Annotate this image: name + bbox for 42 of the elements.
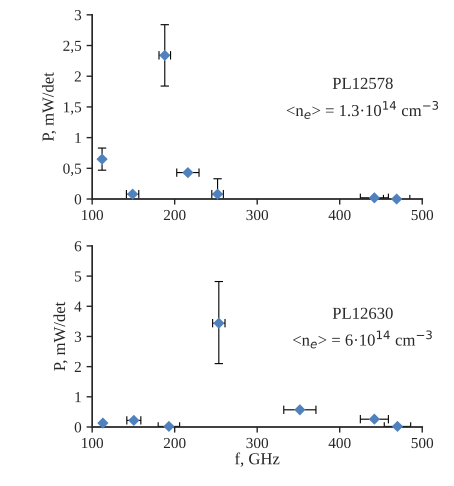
x-tick-label: 100 xyxy=(82,210,104,220)
y-tick-label: 2,5 xyxy=(63,40,82,54)
y-tick-label: 1 xyxy=(75,392,81,402)
y-axis-title: P, mW/det xyxy=(42,72,56,142)
x-tick-label: 200 xyxy=(164,210,186,220)
point xyxy=(96,154,108,165)
point xyxy=(391,194,402,205)
y-tick-label: 1 xyxy=(75,132,81,143)
x-axis-title: f, GHz xyxy=(235,452,280,467)
x-tick-label: 100 xyxy=(82,438,104,448)
y-tick-label: 5 xyxy=(74,271,82,282)
point xyxy=(294,404,306,416)
y-tick-label: 3 xyxy=(74,10,82,20)
y-tick-label: 4 xyxy=(74,302,82,312)
point xyxy=(127,188,138,200)
y-tick-label: 2 xyxy=(74,362,81,372)
point xyxy=(182,167,194,178)
x-tick-label: 200 xyxy=(164,438,186,448)
x-tick-label: 500 xyxy=(412,210,434,220)
x-tick-label: 500 xyxy=(412,438,434,448)
x-tick-label: 400 xyxy=(328,438,351,448)
annotation: PL12578 xyxy=(332,78,393,89)
point xyxy=(392,420,403,432)
annotation: PL12630 xyxy=(332,308,393,319)
x-tick-label: 300 xyxy=(246,210,268,220)
annotation: <n$_{e}$> = 1.3·10$^{14}$ cm$^{−3}$ xyxy=(286,100,438,119)
y-tick-label: 0,5 xyxy=(63,163,82,176)
y-tick-label: 0 xyxy=(74,422,82,432)
point xyxy=(97,418,108,429)
y-tick-label: 6 xyxy=(74,241,82,252)
x-tick-label: 400 xyxy=(328,210,351,220)
y-tick-label: 3 xyxy=(74,332,82,342)
y-axis-title: P, mW/det xyxy=(53,302,68,371)
point xyxy=(163,420,174,432)
point xyxy=(368,192,380,204)
point xyxy=(212,188,224,200)
y-tick-label: 0 xyxy=(74,194,82,204)
point xyxy=(368,414,380,425)
x-tick-label: 300 xyxy=(246,438,268,448)
annotation: <n$_{e}$> = 6·10$^{14}$ cm$^{−3}$ xyxy=(293,330,432,348)
y-tick-label: 2 xyxy=(74,71,81,82)
y-tick-label: 1,5 xyxy=(64,102,82,115)
